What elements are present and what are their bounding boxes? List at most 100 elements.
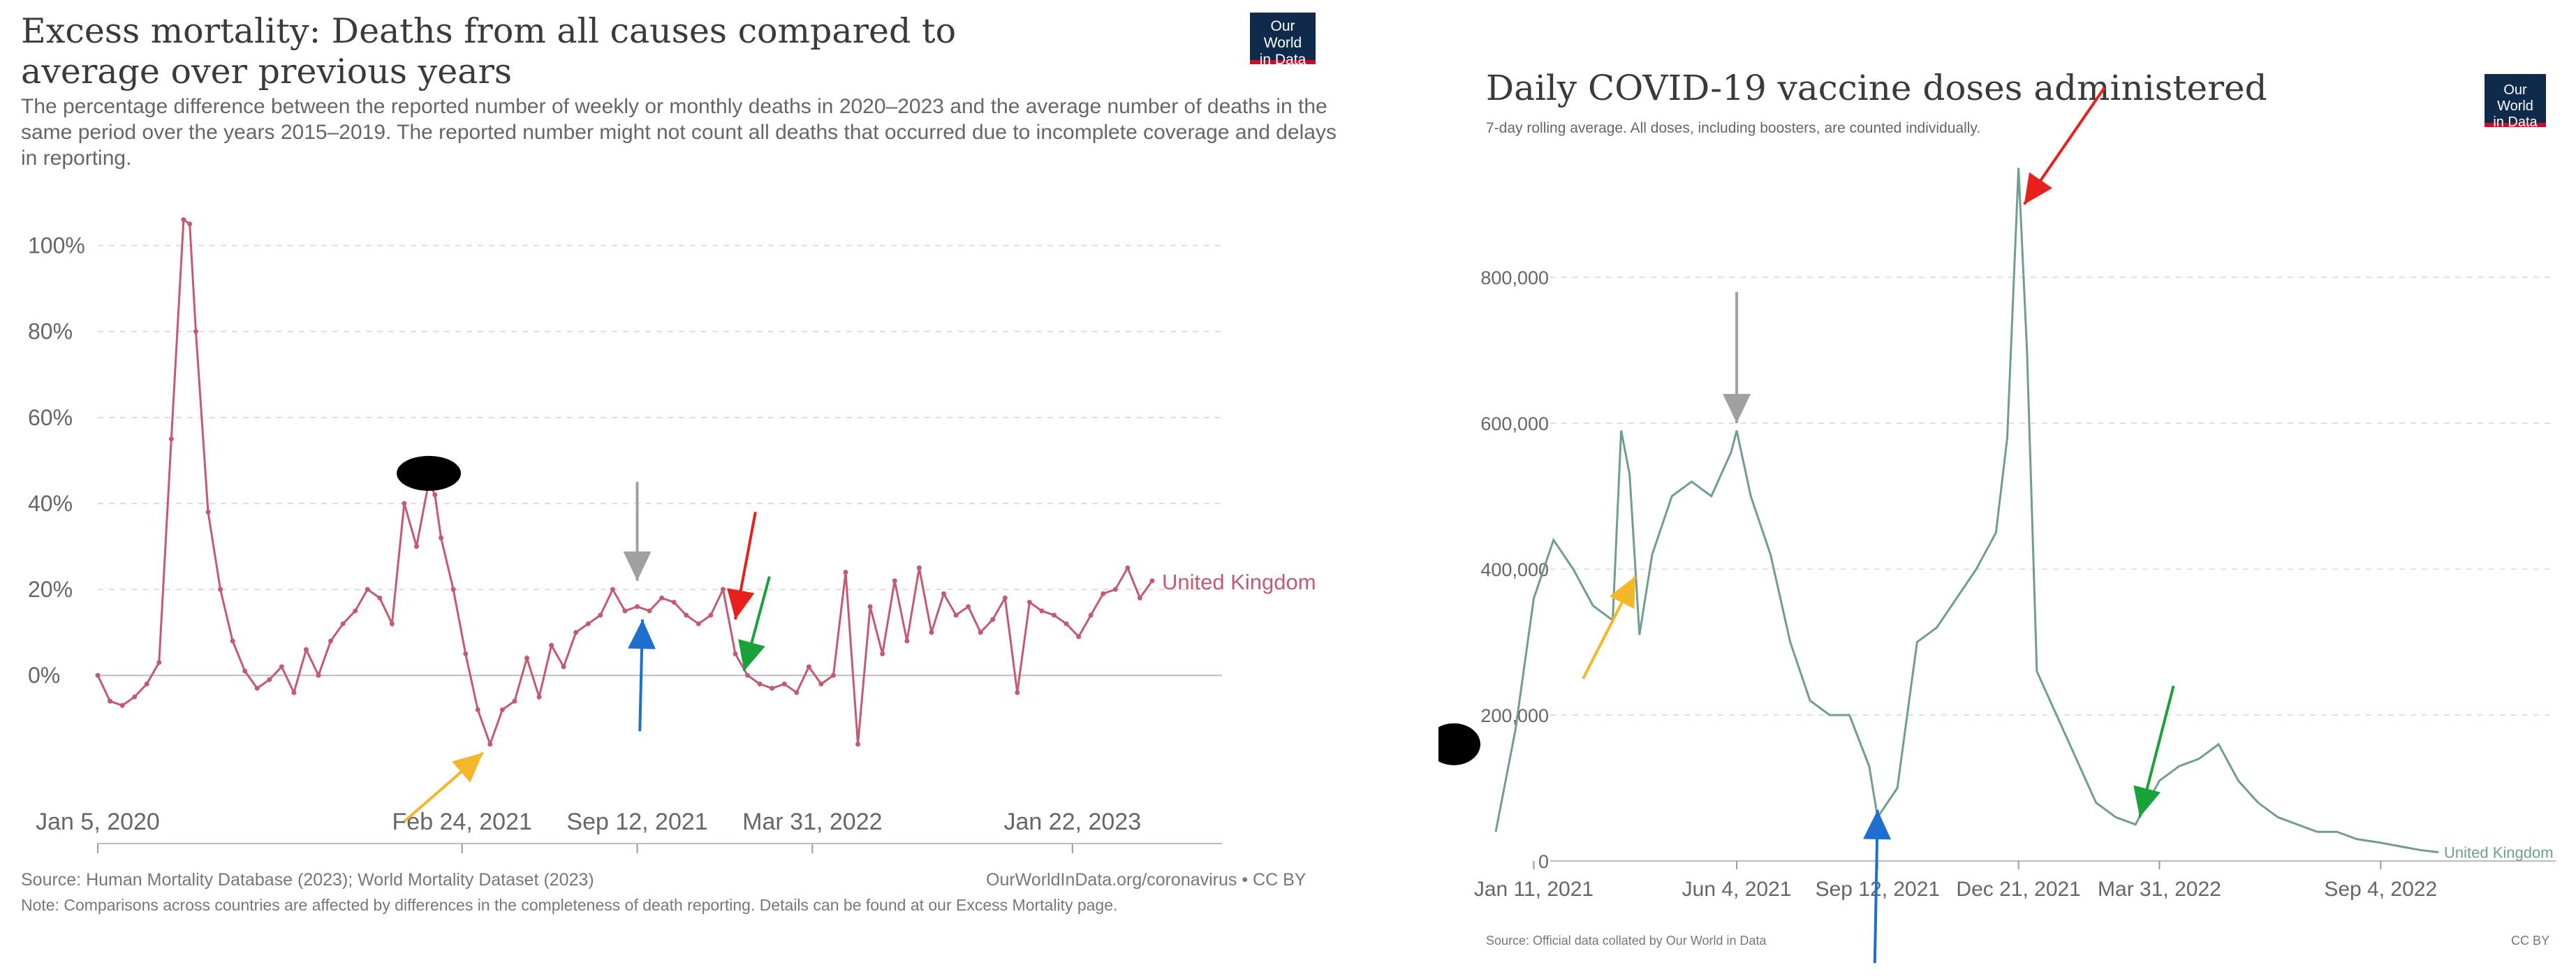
data-point [340, 621, 346, 626]
chart-title: Excess mortality: Deaths from all causes… [21, 11, 957, 91]
y-tick-label: 40% [28, 491, 73, 516]
data-point [279, 664, 284, 670]
data-point [757, 682, 763, 686]
data-point [524, 656, 530, 661]
vaccine-doses-panel: Daily COVID-19 vaccine doses administere… [1438, 0, 2576, 979]
data-point [684, 612, 689, 618]
data-point [168, 436, 174, 442]
owid-logo[interactable]: Our World in Data [1250, 13, 1316, 68]
data-point [144, 682, 149, 686]
data-point [770, 686, 775, 691]
data-point [303, 647, 309, 652]
data-point [536, 694, 542, 700]
logo-line-1: Our World [1263, 18, 1302, 51]
green-arrow-head [2133, 785, 2161, 818]
data-point [855, 742, 861, 747]
data-point [156, 660, 162, 665]
data-point [916, 565, 922, 571]
data-point [549, 642, 554, 648]
y-tick-label: 100% [28, 233, 85, 258]
data-point [1002, 595, 1008, 601]
data-point [365, 587, 370, 592]
data-point [1101, 591, 1106, 596]
black-marker [1438, 723, 1480, 765]
data-point [733, 651, 738, 656]
data-point [635, 604, 640, 610]
y-tick-label: 0% [28, 663, 60, 688]
data-point [953, 612, 959, 618]
data-point [193, 329, 198, 334]
data-point [1088, 612, 1094, 618]
blue-arrow-head [628, 619, 656, 649]
chart-subtitle: 7-day rolling average. All doses, includ… [1486, 120, 1981, 136]
x-tick-label: Sep 12, 2021 [566, 809, 707, 835]
data-point [267, 677, 272, 682]
gray-arrow-head [623, 551, 652, 581]
data-point [1039, 608, 1045, 614]
blue-arrow-head [1863, 809, 1892, 840]
data-point [1063, 621, 1069, 626]
data-point [512, 698, 517, 704]
data-point [1052, 612, 1057, 618]
yellow-arrow-head [1609, 576, 1635, 610]
data-point [132, 694, 138, 700]
series-line-united-kingdom [1494, 168, 2439, 853]
y-tick-label: 20% [28, 577, 73, 602]
data-point [205, 509, 211, 515]
credit-link[interactable]: CC BY [2511, 934, 2550, 948]
series-line-united-kingdom [96, 217, 1154, 748]
data-point [242, 668, 248, 674]
red-arrow-head [2024, 172, 2053, 205]
gray-arrow-head [1723, 394, 1751, 424]
data-point [745, 672, 751, 678]
credit-link[interactable]: OurWorldInData.org/coronavirus • CC BY [986, 870, 1307, 890]
source-text: Source: Human Mortality Database (2023);… [21, 870, 594, 890]
data-point [402, 501, 407, 506]
data-point [1015, 690, 1020, 695]
data-point [794, 690, 800, 695]
logo-line-2: in Data [1259, 52, 1307, 68]
data-point [254, 686, 260, 691]
data-point [316, 672, 321, 678]
data-point [880, 651, 885, 656]
data-point [867, 604, 873, 610]
data-point [708, 612, 714, 618]
data-point [843, 569, 848, 575]
data-point [929, 630, 934, 635]
data-point [1076, 634, 1082, 640]
green-arrow-head [738, 639, 765, 672]
owid-logo[interactable]: Our World in Data [2485, 74, 2546, 130]
red-arrow-head [727, 588, 755, 620]
y-tick-label: 200,000 [1480, 705, 1549, 726]
logo-line-1: Our World [2497, 82, 2533, 114]
data-point [622, 608, 628, 614]
data-point [291, 690, 297, 695]
data-point [818, 682, 824, 686]
vaccine-doses-chart: 0 200,000 400,000 600,000 800,000 Jan 11, 202… [1438, 87, 2556, 964]
data-point [389, 621, 395, 626]
data-point [187, 221, 193, 227]
y-tick-label: 400,000 [1480, 559, 1549, 580]
data-point [892, 578, 897, 584]
data-point [499, 707, 505, 712]
data-point [108, 698, 113, 704]
data-point [1137, 595, 1142, 601]
x-tick-label: Jun 4, 2021 [1682, 878, 1792, 901]
data-point [585, 621, 591, 626]
data-point [377, 595, 383, 601]
data-point [328, 638, 334, 644]
data-point [353, 608, 358, 614]
data-point [218, 587, 223, 592]
data-point [432, 492, 438, 498]
data-point [990, 617, 996, 622]
data-point [414, 544, 420, 549]
data-point [978, 630, 983, 635]
excess-mortality-panel: Excess mortality: Deaths from all causes… [21, 11, 1337, 914]
x-tick-label: Jan 11, 2021 [1474, 878, 1594, 901]
note-text: Note: Comparisons across countries are a… [21, 896, 1118, 914]
data-point [1125, 565, 1131, 571]
data-point [439, 535, 444, 540]
data-point [781, 682, 787, 686]
data-point [573, 630, 579, 635]
x-tick-label: Sep 4, 2022 [2324, 878, 2437, 901]
